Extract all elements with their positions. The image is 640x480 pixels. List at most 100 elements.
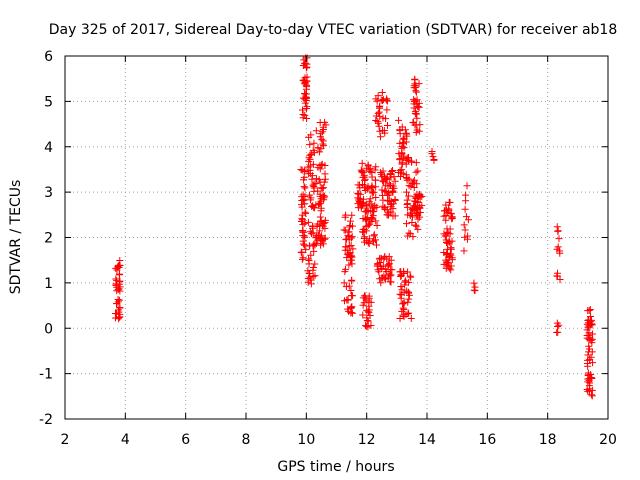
data-point — [364, 308, 372, 316]
data-point — [366, 195, 374, 203]
data-point — [411, 202, 419, 210]
data-point — [299, 191, 307, 199]
data-point — [364, 317, 372, 325]
data-point — [319, 222, 327, 230]
x-tick-label: 20 — [599, 432, 617, 448]
data-point — [371, 236, 379, 244]
data-point — [585, 329, 593, 337]
x-tick-label: 12 — [358, 432, 376, 448]
data-point — [340, 279, 348, 287]
data-point — [395, 116, 403, 124]
data-point — [388, 167, 396, 175]
data-point — [359, 228, 367, 236]
data-point — [384, 261, 392, 269]
data-point — [441, 232, 449, 240]
chart-title: Day 325 of 2017, Sidereal Day-to-day VTE… — [49, 22, 618, 38]
data-point — [444, 208, 452, 216]
data-point — [588, 391, 596, 399]
data-point — [396, 155, 404, 163]
data-point — [366, 168, 374, 176]
data-point — [415, 103, 423, 111]
data-point — [377, 279, 385, 287]
data-point — [405, 309, 413, 317]
data-point — [415, 127, 423, 135]
data-point — [359, 173, 367, 181]
data-point — [399, 311, 407, 319]
data-point — [444, 259, 452, 267]
data-point — [383, 106, 391, 114]
data-point — [348, 291, 356, 299]
data-point — [364, 214, 372, 222]
data-point — [348, 303, 356, 311]
data-point — [379, 202, 387, 210]
data-point — [309, 181, 317, 189]
data-point — [398, 286, 406, 294]
data-point — [114, 295, 122, 303]
data-point — [368, 173, 376, 181]
data-point — [410, 183, 418, 191]
data-point — [378, 89, 386, 97]
data-point — [588, 321, 596, 329]
data-point — [320, 194, 328, 202]
data-point — [303, 115, 311, 123]
data-point — [299, 221, 307, 229]
data-point — [414, 208, 422, 216]
data-point — [116, 304, 124, 312]
data-point — [463, 235, 471, 243]
data-point — [309, 273, 317, 281]
data-point — [341, 268, 349, 276]
data-point — [401, 281, 409, 289]
data-point — [316, 148, 324, 156]
data-point — [372, 112, 380, 120]
data-point — [306, 141, 314, 149]
data-point — [377, 169, 385, 177]
data-point — [303, 83, 311, 91]
data-point — [555, 235, 563, 243]
data-point — [365, 198, 373, 206]
data-point — [382, 182, 390, 190]
data-point — [358, 198, 366, 206]
data-point — [113, 300, 121, 308]
data-point — [301, 200, 309, 208]
data-point — [347, 287, 355, 295]
data-point — [378, 264, 386, 272]
data-point — [317, 218, 325, 226]
data-point — [365, 306, 373, 314]
data-point — [359, 311, 367, 319]
x-tick-label: 4 — [121, 432, 130, 448]
data-point — [347, 241, 355, 249]
data-point — [302, 97, 310, 105]
y-tick-label: -1 — [39, 367, 53, 383]
data-point — [304, 218, 312, 226]
data-point — [411, 83, 419, 91]
data-point — [584, 351, 592, 359]
data-point — [311, 272, 319, 280]
data-point — [307, 251, 315, 259]
data-point — [348, 211, 356, 219]
data-point — [584, 387, 592, 395]
x-tick-label: 14 — [418, 432, 436, 448]
data-point — [362, 227, 370, 235]
data-point — [584, 317, 592, 325]
data-point — [461, 205, 469, 213]
data-point — [306, 196, 314, 204]
data-point — [414, 225, 422, 233]
data-point — [409, 180, 417, 188]
data-point — [355, 196, 363, 204]
data-point — [376, 133, 384, 141]
data-point — [397, 272, 405, 280]
data-point — [300, 183, 308, 191]
data-point — [302, 105, 310, 113]
data-point — [361, 176, 369, 184]
data-point — [372, 117, 380, 125]
data-point — [381, 187, 389, 195]
data-point — [344, 231, 352, 239]
data-point — [363, 322, 371, 330]
y-tick-label: 6 — [44, 49, 53, 65]
data-point — [308, 230, 316, 238]
data-point — [364, 162, 372, 170]
data-point — [316, 190, 324, 198]
data-point — [462, 213, 470, 221]
